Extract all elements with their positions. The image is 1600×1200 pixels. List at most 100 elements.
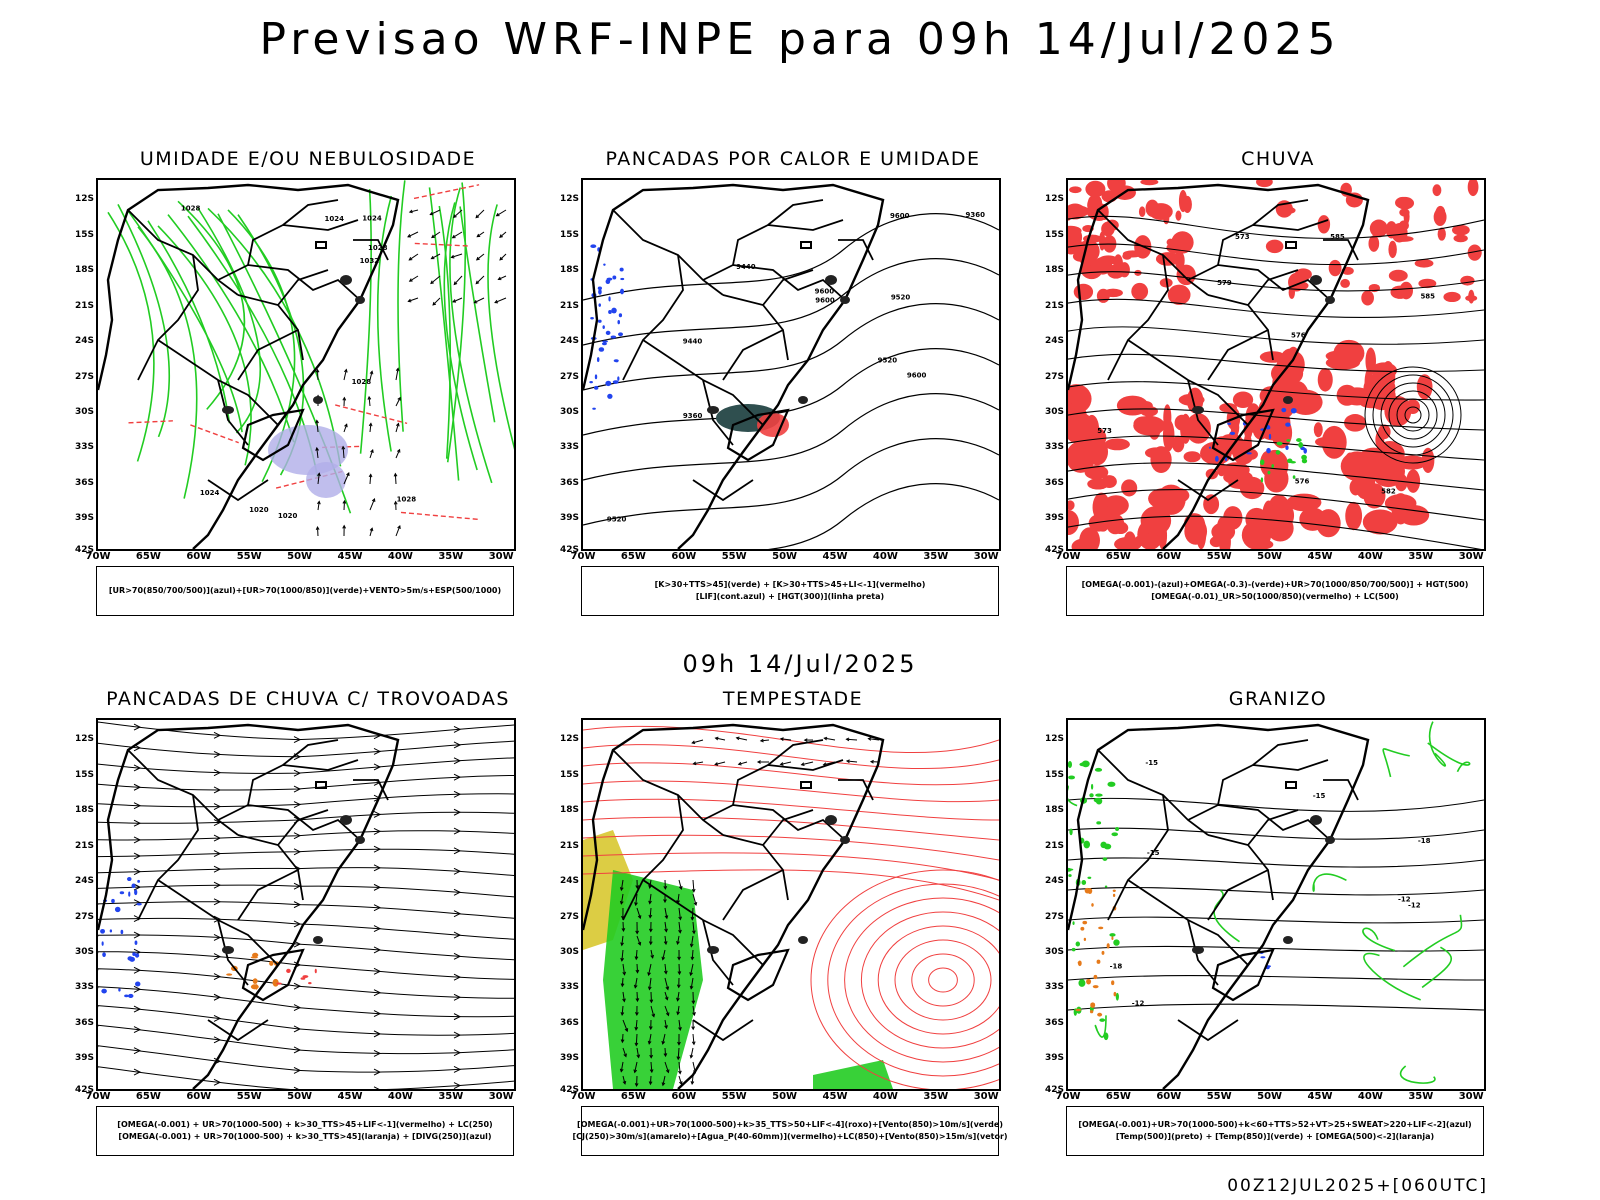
longitude-tick-label: 45W	[1307, 551, 1333, 562]
latitude-tick-label: 27S	[559, 911, 579, 922]
longitude-tick-label: 40W	[872, 551, 898, 562]
longitude-axis: 70W 65W 60W 55W 50W 45W 40W 35W 30W	[86, 551, 516, 565]
latitude-tick-label: 12S	[1044, 194, 1064, 205]
longitude-tick-label: 65W	[135, 1091, 161, 1102]
contour-label: -15	[1145, 759, 1158, 767]
longitude-tick-label: 35W	[923, 1091, 949, 1102]
panel-title: TEMPESTADE	[722, 688, 864, 710]
latitude-tick-label: 30S	[1044, 946, 1064, 957]
latitude-tick-label: 39S	[74, 1053, 94, 1064]
longitude-tick-label: 50W	[772, 1091, 798, 1102]
latitude-tick-label: 42S	[559, 1085, 579, 1095]
contour-label: 1020	[249, 506, 269, 514]
latitude-tick-label: 36S	[1044, 1017, 1064, 1028]
longitude-tick-label: 40W	[872, 1091, 898, 1102]
latitude-tick-label: 15S	[74, 769, 94, 780]
map: -12 -12 -15 -15 -18 -18 -12 -15	[1066, 718, 1486, 1091]
latitude-tick-label: 18S	[559, 265, 579, 276]
legend-line: [CJ(250)>30m/s](amarelo)+[Agua_P(40-60mm…	[572, 1132, 1008, 1141]
legend-line: [K>30+TTS>45](verde) + [K>30+TTS>45+LI<-…	[654, 580, 926, 589]
latitude-tick-label: 12S	[559, 734, 579, 745]
legend-box: [UR>70(850/700/500)](azul)+[UR>70(1000/8…	[96, 566, 514, 616]
latitude-tick-label: 15S	[1044, 769, 1064, 780]
contour-label: 9600	[815, 287, 835, 295]
map	[96, 718, 516, 1091]
latitude-tick-label: 33S	[1044, 982, 1064, 993]
latitude-tick-label: 15S	[559, 229, 579, 240]
longitude-tick-label: 55W	[721, 551, 747, 562]
map	[581, 718, 1001, 1091]
latitude-tick-label: 42S	[1044, 545, 1064, 555]
latitude-tick-label: 12S	[74, 734, 94, 745]
longitude-tick-label: 65W	[135, 551, 161, 562]
longitude-tick-label: 70W	[570, 551, 596, 562]
latitude-axis: 12S 15S 18S 21S 24S 27S 30S 33S 36S 39S 42S	[66, 178, 96, 555]
panel-title: PANCADAS POR CALOR E UMIDADE	[605, 148, 981, 170]
latitude-tick-label: 27S	[74, 911, 94, 922]
contour-label: 1028	[181, 205, 201, 213]
latitude-tick-label: 36S	[74, 477, 94, 488]
legend-box: [OMEGA(-0.001)-(azul)+OMEGA(-0.3)-(verde…	[1066, 566, 1484, 616]
latitude-tick-label: 27S	[559, 371, 579, 382]
longitude-tick-label: 55W	[236, 551, 262, 562]
contour-label: 579	[1217, 279, 1232, 287]
legend-box: [OMEGA(-0.001)+UR>70(1000-500)+k>35_TTS>…	[572, 1106, 1008, 1156]
legend-line: [LIF](cont.azul) + [HGT(300)](linha pret…	[695, 592, 885, 601]
longitude-axis: 70W 65W 60W 55W 50W 45W 40W 35W 30W	[1056, 1091, 1486, 1105]
latitude-tick-label: 30S	[559, 946, 579, 957]
contour-label: 9440	[683, 338, 703, 346]
latitude-tick-label: 12S	[1044, 734, 1064, 745]
contour-label: 582	[1381, 487, 1396, 495]
contour-label: 576	[1291, 331, 1306, 339]
contour-label: 1032	[360, 257, 380, 265]
map-plot: 1024 1020 1028 1024 1028 1032 1028 1020 1024 1028	[98, 180, 514, 549]
longitude-axis: 70W 65W 60W 55W 50W 45W 40W 35W 30W	[86, 1091, 516, 1105]
model-run-label: 00Z12JUL2025+[060UTC]	[1227, 1176, 1488, 1196]
legend-line: [OMEGA(-0.001)+UR>70(1000-500)+k>35_TTS>…	[577, 1120, 1003, 1129]
contour-label: -12	[1408, 901, 1421, 909]
longitude-tick-label: 70W	[570, 1091, 596, 1102]
contour-label: 9440	[736, 263, 756, 271]
latitude-tick-label: 21S	[559, 840, 579, 851]
map-plot	[98, 721, 514, 1089]
legend-line: [OMEGA(-0.001)-(azul)+OMEGA(-0.3)-(verde…	[1081, 580, 1469, 589]
latitude-tick-label: 33S	[74, 982, 94, 993]
longitude-tick-label: 40W	[1357, 1091, 1383, 1102]
longitude-tick-label: 45W	[822, 1091, 848, 1102]
latitude-tick-label: 39S	[74, 513, 94, 524]
latitude-tick-label: 27S	[1044, 371, 1064, 382]
longitude-tick-label: 55W	[721, 1091, 747, 1102]
latitude-tick-label: 21S	[1044, 300, 1064, 311]
latitude-tick-label: 30S	[1044, 406, 1064, 417]
latitude-tick-label: 18S	[74, 265, 94, 276]
longitude-tick-label: 40W	[387, 1091, 413, 1102]
longitude-tick-label: 40W	[1357, 551, 1383, 562]
latitude-tick-label: 30S	[74, 406, 94, 417]
contour-label: 1028	[368, 244, 388, 252]
latitude-tick-label: 15S	[1044, 229, 1064, 240]
latitude-tick-label: 42S	[559, 545, 579, 555]
longitude-tick-label: 65W	[1105, 1091, 1131, 1102]
latitude-tick-label: 18S	[1044, 265, 1064, 276]
latitude-tick-label: 24S	[559, 336, 579, 347]
center-time: 09h 14/Jul/2025	[682, 650, 918, 678]
panel-title: PANCADAS DE CHUVA C/ TROVOADAS	[106, 688, 510, 710]
legend-line: [OMEGA(-0.001) + UR>70(1000-500) + k>30_…	[118, 1132, 492, 1141]
longitude-tick-label: 30W	[1458, 551, 1484, 562]
longitude-tick-label: 70W	[1055, 551, 1081, 562]
latitude-tick-label: 15S	[559, 769, 579, 780]
contour-label: 1024	[325, 215, 345, 223]
contour-label: -15	[1313, 792, 1326, 800]
legend-line: [UR>70(850/700/500)](azul)+[UR>70(1000/8…	[108, 586, 502, 595]
contour-label: 9360	[966, 211, 986, 219]
longitude-tick-label: 70W	[1055, 1091, 1081, 1102]
contour-label: 585	[1330, 233, 1345, 241]
longitude-tick-label: 50W	[772, 551, 798, 562]
panel-tempestade: TEMPESTADE 12S 15S 18S 21S 24S 27S 30S 33S 36S 39S…	[560, 688, 1013, 1168]
map-plot: 585 582 579 576 573 573 585 576	[1068, 180, 1484, 549]
longitude-tick-label: 70W	[85, 551, 111, 562]
longitude-tick-label: 30W	[973, 551, 999, 562]
longitude-tick-label: 35W	[438, 1091, 464, 1102]
latitude-tick-label: 36S	[1044, 477, 1064, 488]
